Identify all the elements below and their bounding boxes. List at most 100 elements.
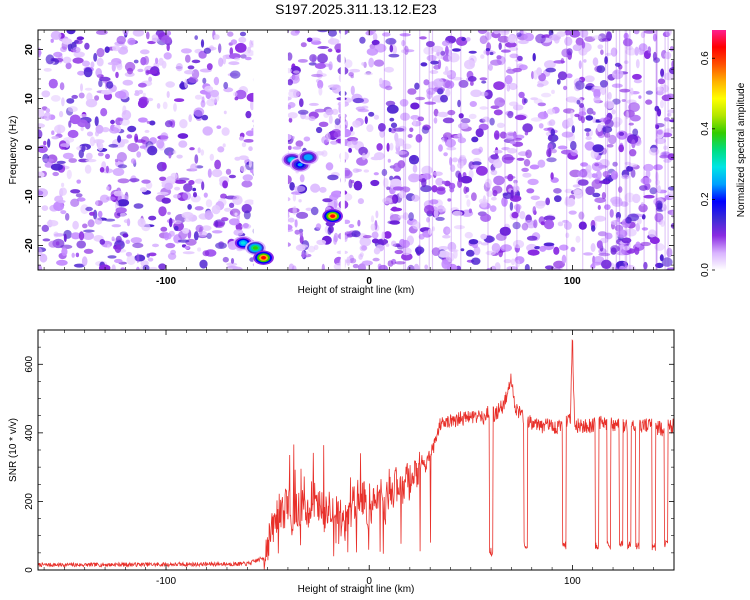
spectrogram-speckle bbox=[293, 70, 300, 74]
spectrogram-speckle bbox=[667, 112, 672, 117]
spectrogram-speckle bbox=[108, 143, 119, 148]
spectrogram-speckle bbox=[175, 62, 183, 72]
spectrogram-speckle bbox=[508, 47, 519, 51]
spectrogram-speckle bbox=[168, 217, 173, 228]
spectrogram-speckle bbox=[184, 245, 190, 250]
spectrogram-speckle bbox=[213, 76, 220, 86]
spectrogram-speckle bbox=[482, 116, 491, 123]
spectrogram-speckle bbox=[329, 36, 334, 45]
spectrogram-speckle bbox=[500, 49, 511, 53]
spectrogram-speckle bbox=[373, 114, 380, 120]
spectrogram-speckle bbox=[663, 158, 672, 163]
spectrogram-speckle bbox=[66, 169, 72, 180]
spectrogram-speckle bbox=[110, 119, 115, 125]
spectrogram-speckle bbox=[447, 109, 456, 116]
spectrogram-speckle bbox=[111, 63, 116, 72]
spectrogram-speckle bbox=[130, 158, 137, 164]
spectrogram-speckle bbox=[666, 93, 674, 100]
spectrogram-speckle bbox=[173, 194, 181, 199]
spectrogram-speckle bbox=[468, 169, 474, 179]
spectrogram-speckle bbox=[373, 152, 385, 161]
spectrogram-speckle bbox=[494, 97, 505, 108]
spectrogram-speckle bbox=[222, 54, 227, 65]
spectrogram-speckle bbox=[148, 215, 157, 221]
spectrogram-speckle bbox=[111, 236, 115, 242]
spectrogram-speckle bbox=[514, 259, 521, 268]
spectrogram-speckle bbox=[241, 142, 247, 148]
spectrogram-speckle bbox=[622, 246, 631, 251]
spectrogram-speckle bbox=[443, 152, 448, 157]
spectrogram-speckle bbox=[41, 224, 49, 232]
spectrogram-speckle bbox=[584, 75, 595, 83]
spectrogram-speckle bbox=[240, 54, 247, 59]
spectrogram-speckle bbox=[429, 199, 439, 205]
spectrogram-speckle bbox=[612, 161, 618, 167]
spectrogram-speckle bbox=[182, 251, 195, 255]
spectrogram-speckle bbox=[399, 238, 406, 247]
spectrogram-speckle bbox=[68, 158, 77, 163]
spectrogram-speckle bbox=[652, 33, 657, 42]
spectrogram-speckle bbox=[90, 61, 95, 68]
spectrogram-speckle bbox=[408, 154, 420, 165]
spectrogram-speckle bbox=[243, 139, 254, 143]
spectrogram-speckle bbox=[633, 30, 640, 35]
spectrogram-speckle bbox=[95, 68, 102, 78]
spectrogram-speckle bbox=[361, 245, 368, 251]
spectrogram-speckle bbox=[86, 131, 94, 137]
spectrogram-speckle bbox=[159, 176, 167, 181]
spectrogram-speckle bbox=[185, 54, 191, 63]
spectrogram-speckle bbox=[107, 255, 117, 259]
spectrogram-speckle bbox=[604, 100, 615, 109]
spectrogram-speckle bbox=[611, 109, 616, 115]
spectrogram-speckle bbox=[531, 71, 534, 80]
spectrogram-speckle bbox=[313, 244, 319, 251]
spectrogram-speckle bbox=[421, 126, 430, 134]
spectrogram-speckle bbox=[606, 144, 614, 148]
spectrogram-speckle bbox=[62, 56, 72, 64]
spectrogram-speckle bbox=[377, 238, 389, 245]
spectrogram-speckle bbox=[448, 52, 460, 63]
spectrogram-speckle bbox=[623, 32, 629, 40]
spectrogram-speckle bbox=[486, 190, 493, 197]
spectrogram-speckle bbox=[553, 246, 560, 255]
spectrogram-speckle bbox=[557, 221, 564, 227]
spectrogram-speckle bbox=[479, 77, 488, 81]
spectrogram-speckle bbox=[292, 193, 297, 202]
spectrogram-speckle bbox=[211, 230, 223, 234]
spectrogram-speckle bbox=[586, 132, 590, 137]
spectrogram-speckle bbox=[466, 37, 471, 42]
spectrogram-speckle bbox=[114, 200, 119, 210]
spectrogram-speckle bbox=[540, 221, 545, 226]
spectrogram-speckle bbox=[201, 225, 212, 231]
spectrogram-speckle bbox=[189, 147, 195, 151]
spectrogram-speckle bbox=[217, 146, 225, 153]
spectrogram-speckle bbox=[197, 147, 201, 154]
spectrogram-speckle bbox=[619, 88, 631, 93]
spectrogram-speckle bbox=[52, 171, 59, 177]
spectrogram-speckle bbox=[53, 51, 63, 58]
spectrogram-speckle bbox=[288, 263, 295, 270]
spectrogram-speckle bbox=[310, 206, 319, 216]
spectrogram-speckle bbox=[399, 99, 409, 107]
spectrogram-speckle bbox=[436, 186, 446, 191]
x-tick-label: 100 bbox=[564, 276, 581, 287]
spectrogram-speckle bbox=[370, 223, 376, 231]
spectrogram-speckle bbox=[101, 127, 110, 133]
spectrogram-speckle bbox=[193, 192, 197, 198]
chart-title: S197.2025.311.13.12.E23 bbox=[275, 1, 437, 17]
spectrogram-speckle bbox=[660, 219, 665, 227]
spectrogram-speckle bbox=[138, 117, 148, 123]
spectrogram-speckle bbox=[111, 264, 116, 270]
spectrogram-speckle bbox=[625, 47, 638, 56]
spectrogram-speckle bbox=[138, 89, 144, 95]
spectrogram-speckle bbox=[38, 50, 42, 56]
spectrogram-speckle bbox=[616, 229, 628, 238]
spectrogram-speckle bbox=[634, 46, 639, 56]
spectrogram-speckle bbox=[556, 78, 561, 85]
spectrogram-speckle bbox=[471, 192, 477, 202]
spectrogram-speckle bbox=[657, 185, 661, 193]
spectrogram-speckle bbox=[138, 82, 147, 88]
spectrogram-speckle bbox=[557, 71, 568, 81]
spectrogram-speckle bbox=[53, 233, 65, 237]
spectrogram-speckle bbox=[42, 238, 51, 242]
